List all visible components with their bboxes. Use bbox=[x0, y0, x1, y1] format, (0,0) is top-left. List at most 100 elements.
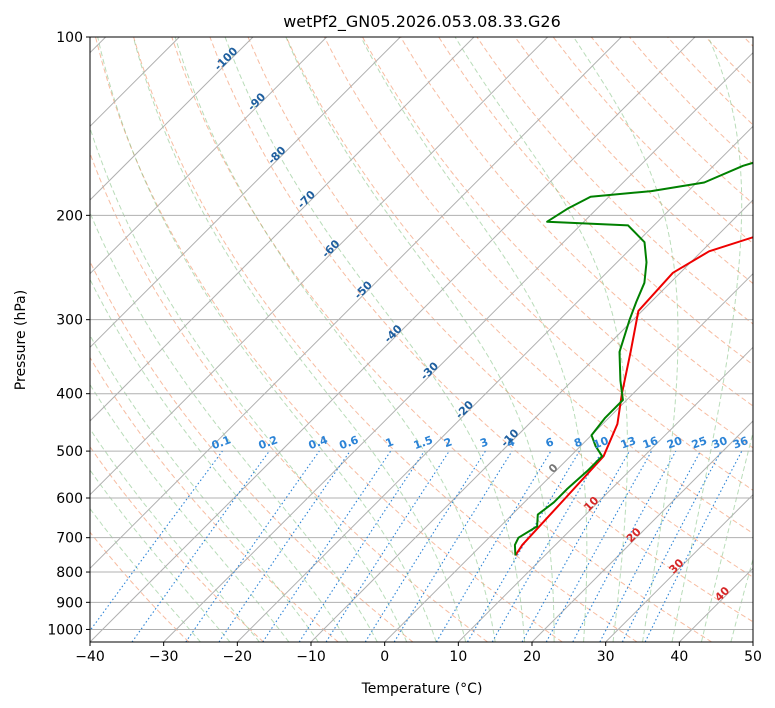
dry-adiabat bbox=[90, 445, 264, 642]
moist-adiabat bbox=[454, 37, 628, 642]
dry-adiabat bbox=[171, 37, 712, 642]
y-axis-label: Pressure (hPa) bbox=[13, 290, 29, 390]
y-tick-label: 200 bbox=[56, 208, 83, 224]
mixing-ratio-line bbox=[644, 450, 743, 642]
mixing-ratio-label: 3 bbox=[478, 435, 490, 450]
dry-adiabat bbox=[438, 37, 753, 366]
y-tick-label: 900 bbox=[56, 595, 83, 611]
y-tick-label: 600 bbox=[56, 491, 83, 507]
dry-adiabat bbox=[209, 37, 753, 623]
moist-adiabat bbox=[573, 37, 679, 642]
mixing-ratio-label: 25 bbox=[690, 434, 709, 451]
moist-adiabat bbox=[97, 37, 437, 642]
chart-title: wetPf2_GN05.2026.053.08.33.G26 bbox=[283, 12, 561, 32]
x-axis-label: Temperature (°C) bbox=[361, 681, 483, 697]
moist-adiabat bbox=[132, 37, 467, 642]
moist-adiabat bbox=[730, 557, 753, 642]
moist-adiabat bbox=[90, 383, 290, 642]
isotherm bbox=[90, 37, 622, 570]
isotherm bbox=[605, 493, 753, 642]
mixing-ratio-line bbox=[90, 450, 223, 632]
isotherm bbox=[90, 37, 328, 275]
isotherm bbox=[90, 37, 696, 642]
mixing-ratio-label: 1 bbox=[384, 435, 396, 450]
x-tick-label: −40 bbox=[75, 649, 105, 665]
x-axis: −40 −30 −20 −10 0 10 20 30 40 50 bbox=[75, 642, 762, 665]
x-tick-label: 40 bbox=[670, 649, 688, 665]
mixing-ratio-line bbox=[131, 450, 270, 642]
mixing-ratio-line bbox=[185, 450, 320, 642]
x-tick-label: 10 bbox=[449, 649, 467, 665]
x-tick-label: −20 bbox=[223, 649, 253, 665]
mixing-ratio-line bbox=[521, 450, 630, 642]
isotherm bbox=[90, 37, 549, 496]
moist-adiabat bbox=[224, 37, 526, 642]
mixing-ratio-line bbox=[298, 450, 425, 642]
moist-adiabat bbox=[360, 37, 588, 642]
mixing-ratio-label: 4 bbox=[505, 435, 517, 450]
isotherm bbox=[163, 51, 753, 642]
mixing-ratio-line bbox=[218, 450, 351, 642]
dry-adiabat bbox=[400, 37, 753, 407]
moist-adiabat bbox=[90, 126, 408, 642]
mixing-ratio-line bbox=[393, 450, 513, 642]
mixing-ratio-label: 8 bbox=[572, 435, 584, 450]
mixing-ratio-label: 6 bbox=[544, 435, 556, 450]
x-tick-label: 20 bbox=[523, 649, 541, 665]
dry-adiabat bbox=[323, 37, 753, 491]
mixing-ratio-label: 0.1 bbox=[210, 433, 233, 452]
profile-line bbox=[513, 161, 753, 556]
x-tick-label: −30 bbox=[149, 649, 179, 665]
dry-adiabat bbox=[95, 37, 563, 642]
y-tick-label: 800 bbox=[56, 565, 83, 581]
y-tick-label: 100 bbox=[56, 30, 83, 46]
y-tick-label: 300 bbox=[56, 313, 83, 329]
profile-line bbox=[514, 236, 753, 556]
mixing-ratio-line bbox=[262, 450, 392, 642]
isotherm bbox=[310, 199, 753, 642]
isotherm bbox=[90, 37, 401, 349]
mixing-ratio-label: 30 bbox=[710, 434, 729, 452]
mixing-ratio-line bbox=[545, 450, 653, 642]
mixing-ratio-line bbox=[325, 450, 450, 642]
mixing-ratio-line bbox=[572, 450, 677, 642]
dry-adiabat bbox=[133, 37, 638, 642]
moist-adiabat bbox=[700, 430, 753, 642]
isotherm bbox=[90, 37, 475, 422]
dry-adiabat bbox=[90, 356, 339, 642]
dry-adiabat bbox=[247, 37, 753, 578]
y-tick-label: 400 bbox=[56, 387, 83, 403]
dry-adiabat bbox=[90, 531, 190, 642]
y-tick-label: 700 bbox=[56, 531, 83, 547]
isotherm bbox=[236, 125, 753, 642]
mixing-ratio-label: 20 bbox=[665, 434, 684, 452]
isotherm bbox=[531, 420, 753, 642]
x-tick-label: 50 bbox=[744, 649, 762, 665]
moist-adiabat bbox=[90, 278, 349, 642]
isotherm bbox=[90, 37, 254, 201]
dry-adiabat bbox=[362, 37, 753, 449]
mixing-ratio-label: 10 bbox=[591, 434, 610, 452]
moist-adiabat bbox=[174, 37, 496, 642]
mixing-ratio-label: 0.4 bbox=[307, 433, 330, 452]
x-tick-label: −10 bbox=[296, 649, 326, 665]
y-axis: 100 200 300 400 500 600 700 800 900 1000 bbox=[47, 30, 90, 638]
mixing-ratio-label: 13 bbox=[619, 434, 638, 451]
dry-adiabat bbox=[514, 37, 753, 285]
moist-adiabat bbox=[90, 428, 260, 642]
mixing-ratio-label: 1.5 bbox=[412, 433, 435, 452]
moist-adiabat bbox=[671, 37, 743, 642]
isotherm bbox=[384, 272, 753, 642]
y-tick-label: 1000 bbox=[47, 622, 83, 638]
dry-adiabat bbox=[90, 151, 488, 642]
mixing-ratio-label: 36 bbox=[731, 434, 750, 452]
x-tick-label: 0 bbox=[380, 649, 389, 665]
moist-adiabat bbox=[90, 334, 319, 642]
plot-frame bbox=[89, 36, 754, 643]
mixing-ratio-label: 16 bbox=[641, 434, 660, 452]
mixing-ratio-label: 0.6 bbox=[338, 433, 361, 452]
isotherm bbox=[457, 346, 753, 642]
dry-adiabat bbox=[285, 37, 753, 535]
